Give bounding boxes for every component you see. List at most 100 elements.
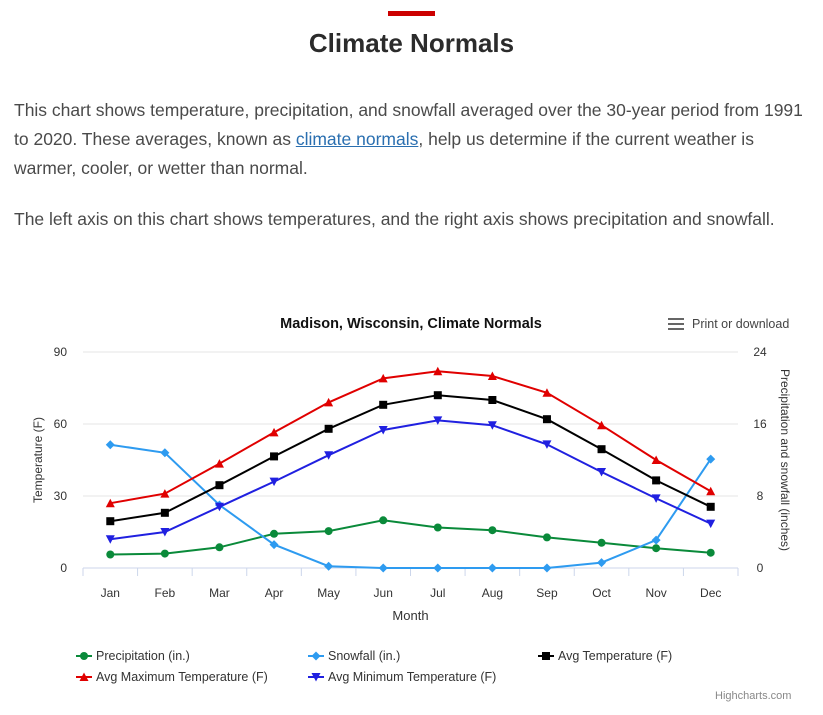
x-tick-label: Mar <box>209 586 230 600</box>
legend-item[interactable]: Avg Minimum Temperature (F) <box>308 670 496 684</box>
title-accent-bar <box>388 11 435 16</box>
data-point[interactable] <box>542 388 552 397</box>
legend-item[interactable]: Avg Temperature (F) <box>538 649 672 663</box>
climate-normals-link[interactable]: climate normals <box>295 129 419 149</box>
legend-label: Avg Minimum Temperature (F) <box>328 670 496 684</box>
legend-item[interactable]: Precipitation (in.) <box>76 649 190 663</box>
data-point[interactable] <box>160 508 169 517</box>
data-point[interactable] <box>487 371 497 381</box>
chart-axes: 0 30 60 90 0 8 16 24 Jan Feb Mar Apr May Jun Jul Aug Sep… <box>31 345 792 623</box>
data-point[interactable] <box>706 486 716 496</box>
data-point[interactable] <box>270 452 279 461</box>
data-point[interactable] <box>214 502 224 512</box>
x-tick-label: Aug <box>482 586 503 600</box>
data-point[interactable] <box>378 563 388 573</box>
legend-marker[interactable] <box>311 673 321 682</box>
series-1 <box>105 440 716 573</box>
y-left-tick-label: 60 <box>54 417 68 431</box>
data-point[interactable] <box>433 391 442 400</box>
series-line <box>110 419 712 541</box>
print-download-button[interactable]: Print or download <box>668 315 789 333</box>
chart-grid <box>83 351 738 569</box>
data-point[interactable] <box>597 558 607 568</box>
data-point[interactable] <box>378 373 388 383</box>
data-point[interactable] <box>542 440 552 449</box>
data-point[interactable] <box>597 468 607 477</box>
data-point[interactable] <box>324 424 333 433</box>
data-point[interactable] <box>652 476 661 485</box>
data-point[interactable] <box>378 426 388 435</box>
chart-title: Madison, Wisconsin, Climate Normals <box>280 316 542 332</box>
y-right-tick-label: 24 <box>753 345 767 359</box>
data-point[interactable] <box>706 548 715 557</box>
x-tick-label: Oct <box>592 586 611 600</box>
data-point[interactable] <box>433 366 443 376</box>
data-point[interactable] <box>706 519 716 529</box>
data-point[interactable] <box>433 416 443 425</box>
data-point[interactable] <box>651 535 661 545</box>
legend-marker[interactable] <box>311 651 321 661</box>
data-point[interactable] <box>105 498 115 508</box>
data-point[interactable] <box>597 420 607 430</box>
hamburger-menu-icon <box>668 315 684 333</box>
data-point[interactable] <box>105 535 115 544</box>
legend-label: Snowfall (in.) <box>328 649 400 663</box>
data-point[interactable] <box>324 397 334 407</box>
data-point[interactable] <box>487 563 497 573</box>
legend-item[interactable]: Snowfall (in.) <box>308 649 400 663</box>
x-axis-title: Month <box>392 608 428 623</box>
series-line <box>110 370 712 505</box>
data-point[interactable] <box>379 516 388 525</box>
intro-text-end: , help us determine if the current weath… <box>14 129 754 178</box>
data-point[interactable] <box>488 526 497 535</box>
x-tick-label: Jun <box>374 586 393 600</box>
axis-explanation-paragraph: The left axis on this chart shows temper… <box>14 209 775 229</box>
data-point[interactable] <box>270 529 279 538</box>
x-tick-label: Sep <box>536 586 558 600</box>
data-point[interactable] <box>160 549 169 558</box>
legend-marker[interactable] <box>80 652 88 660</box>
data-point[interactable] <box>433 563 443 573</box>
data-point[interactable] <box>433 523 442 532</box>
data-point[interactable] <box>215 481 224 490</box>
data-point[interactable] <box>652 544 661 553</box>
data-point[interactable] <box>106 550 115 559</box>
data-point[interactable] <box>651 494 661 503</box>
legend-item[interactable]: Avg Maximum Temperature (F) <box>76 670 268 684</box>
y-right-tick-label: 8 <box>757 489 764 503</box>
y-left-axis-title: Temperature (F) <box>31 417 45 503</box>
data-point[interactable] <box>379 400 388 409</box>
data-point[interactable] <box>214 459 224 468</box>
data-point[interactable] <box>105 440 115 450</box>
data-point[interactable] <box>542 415 551 424</box>
data-point[interactable] <box>269 540 279 550</box>
data-point[interactable] <box>106 517 115 526</box>
legend-marker[interactable] <box>79 672 89 682</box>
data-point[interactable] <box>706 502 715 511</box>
legend-label: Precipitation (in.) <box>96 649 190 663</box>
intro-text-start: This chart shows temperature, precipitat… <box>14 100 803 149</box>
data-point[interactable] <box>706 454 716 464</box>
data-point[interactable] <box>542 563 552 573</box>
legend-marker[interactable] <box>542 652 550 660</box>
series-line <box>110 519 711 556</box>
data-point[interactable] <box>215 543 224 552</box>
data-point[interactable] <box>597 445 606 454</box>
data-point[interactable] <box>324 451 334 460</box>
data-point[interactable] <box>597 538 606 547</box>
data-point[interactable] <box>160 489 170 498</box>
data-point[interactable] <box>488 396 497 404</box>
data-point[interactable] <box>651 455 661 465</box>
x-tick-label: Apr <box>265 586 284 600</box>
data-point[interactable] <box>160 528 170 537</box>
highcharts-credits-link[interactable]: Highcharts.com <box>715 690 792 702</box>
data-point[interactable] <box>324 527 333 536</box>
print-download-label: Print or download <box>692 317 790 331</box>
data-point[interactable] <box>542 533 551 542</box>
data-point[interactable] <box>324 561 334 571</box>
data-point[interactable] <box>487 421 497 430</box>
x-tick-label: Nov <box>645 586 666 600</box>
data-point[interactable] <box>269 427 279 437</box>
data-point[interactable] <box>160 448 170 458</box>
data-point[interactable] <box>269 477 279 487</box>
